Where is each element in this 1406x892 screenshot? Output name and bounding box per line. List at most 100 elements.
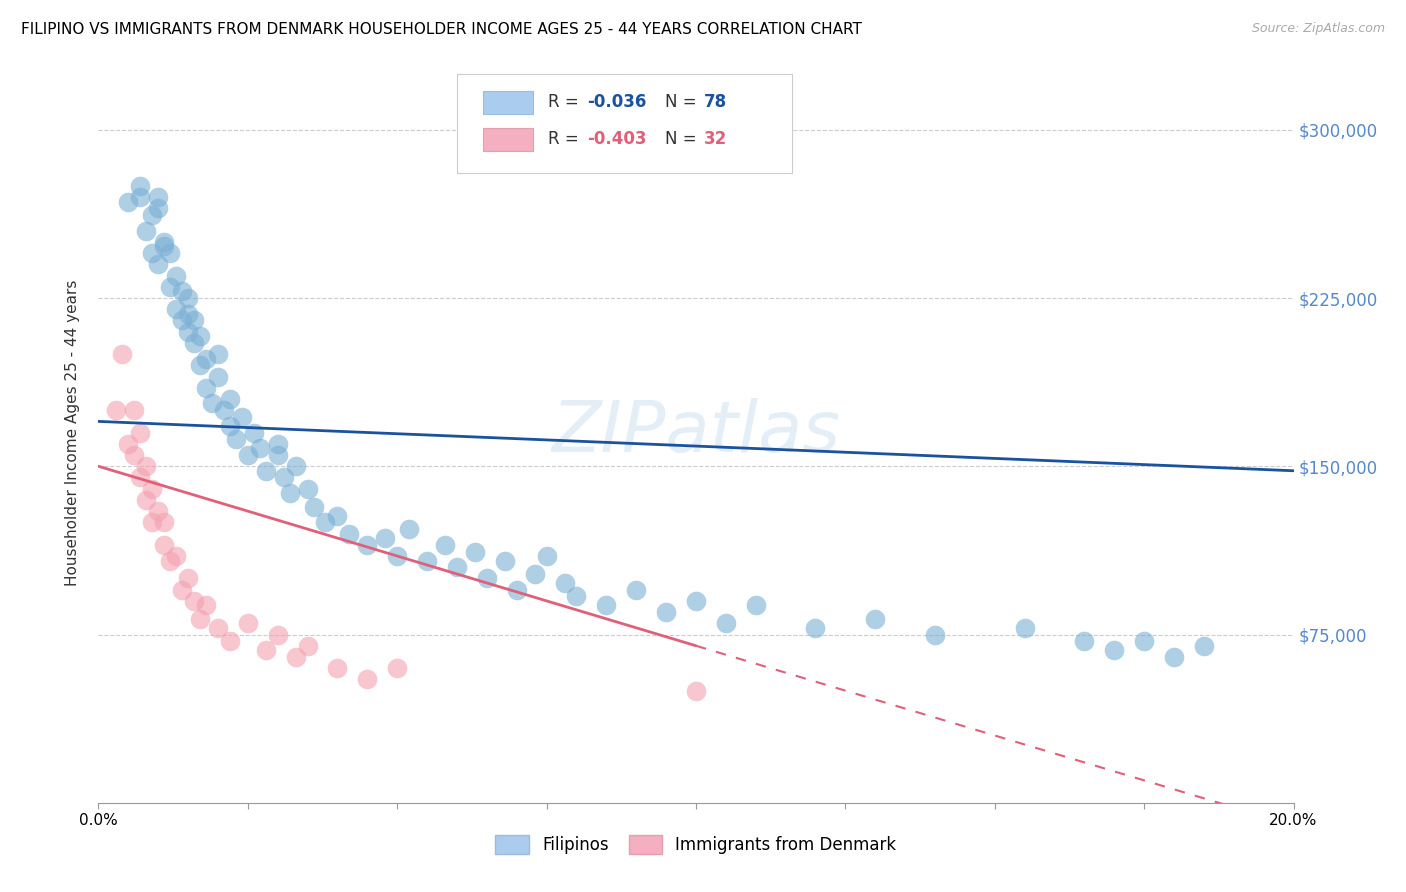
Point: [284, 650, 307, 665]
Point: [398, 522, 420, 536]
Point: [339, 526, 361, 541]
Point: [135, 492, 157, 507]
Point: [165, 549, 187, 563]
Point: [278, 486, 301, 500]
Point: [177, 291, 200, 305]
Point: [153, 235, 176, 249]
Point: [141, 246, 163, 260]
Point: [129, 178, 152, 193]
Text: N =: N =: [665, 130, 702, 148]
Point: [225, 433, 247, 447]
Point: [1104, 643, 1126, 657]
Point: [685, 594, 707, 608]
Text: N =: N =: [665, 94, 702, 112]
Point: [267, 437, 290, 451]
Text: Source: ZipAtlas.com: Source: ZipAtlas.com: [1251, 22, 1385, 36]
Point: [159, 280, 181, 294]
Text: R =: R =: [548, 130, 583, 148]
Point: [148, 190, 170, 204]
Point: [219, 418, 242, 433]
Point: [124, 448, 146, 462]
Text: FILIPINO VS IMMIGRANTS FROM DENMARK HOUSEHOLDER INCOME AGES 25 - 44 YEARS CORREL: FILIPINO VS IMMIGRANTS FROM DENMARK HOUS…: [21, 22, 862, 37]
Point: [124, 403, 146, 417]
Point: [195, 599, 218, 613]
Point: [231, 409, 253, 424]
Point: [494, 553, 516, 567]
Point: [183, 594, 205, 608]
Point: [207, 347, 229, 361]
Point: [117, 194, 139, 209]
Point: [506, 582, 529, 597]
Point: [356, 673, 378, 687]
Point: [135, 459, 157, 474]
Point: [536, 549, 558, 563]
Point: [865, 612, 887, 626]
Point: [297, 639, 319, 653]
Point: [374, 531, 396, 545]
Point: [188, 612, 211, 626]
Point: [195, 381, 218, 395]
Point: [135, 224, 157, 238]
Text: 78: 78: [704, 94, 727, 112]
Point: [254, 464, 277, 478]
Point: [153, 516, 176, 530]
Point: [267, 627, 290, 641]
Text: ZIPatlas: ZIPatlas: [551, 398, 841, 467]
Text: R =: R =: [548, 94, 583, 112]
FancyBboxPatch shape: [457, 73, 792, 173]
Text: 32: 32: [704, 130, 727, 148]
Point: [1133, 634, 1156, 648]
Point: [236, 616, 259, 631]
Point: [315, 516, 337, 530]
Point: [626, 582, 648, 597]
Point: [129, 470, 152, 484]
Point: [212, 403, 235, 417]
Point: [159, 553, 181, 567]
Point: [188, 329, 211, 343]
Point: [565, 590, 588, 604]
Point: [416, 553, 439, 567]
FancyBboxPatch shape: [484, 128, 533, 152]
Point: [207, 369, 229, 384]
Text: -0.036: -0.036: [588, 94, 647, 112]
Point: [326, 661, 349, 675]
Point: [111, 347, 134, 361]
Point: [105, 403, 128, 417]
Point: [188, 359, 211, 373]
Point: [219, 634, 242, 648]
Point: [148, 257, 170, 271]
Point: [554, 576, 576, 591]
FancyBboxPatch shape: [484, 91, 533, 114]
Point: [249, 442, 271, 456]
Point: [446, 560, 468, 574]
Point: [117, 437, 139, 451]
Point: [655, 605, 678, 619]
Point: [254, 643, 277, 657]
Point: [385, 661, 409, 675]
Point: [207, 621, 229, 635]
Point: [183, 313, 205, 327]
Point: [148, 201, 170, 215]
Point: [177, 307, 200, 321]
Point: [148, 504, 170, 518]
Point: [297, 482, 319, 496]
Point: [153, 538, 176, 552]
Point: [195, 351, 218, 366]
Point: [267, 448, 290, 462]
Legend: Filipinos, Immigrants from Denmark: Filipinos, Immigrants from Denmark: [489, 829, 903, 861]
Point: [1192, 639, 1215, 653]
Point: [129, 190, 152, 204]
Point: [475, 571, 498, 585]
Point: [177, 325, 200, 339]
Point: [219, 392, 242, 406]
Point: [141, 208, 163, 222]
Point: [385, 549, 409, 563]
Point: [177, 571, 200, 585]
Point: [183, 335, 205, 350]
Point: [284, 459, 307, 474]
Y-axis label: Householder Income Ages 25 - 44 years: Householder Income Ages 25 - 44 years: [65, 279, 80, 586]
Point: [273, 470, 295, 484]
Text: -0.403: -0.403: [588, 130, 647, 148]
Point: [924, 627, 946, 641]
Point: [326, 508, 349, 523]
